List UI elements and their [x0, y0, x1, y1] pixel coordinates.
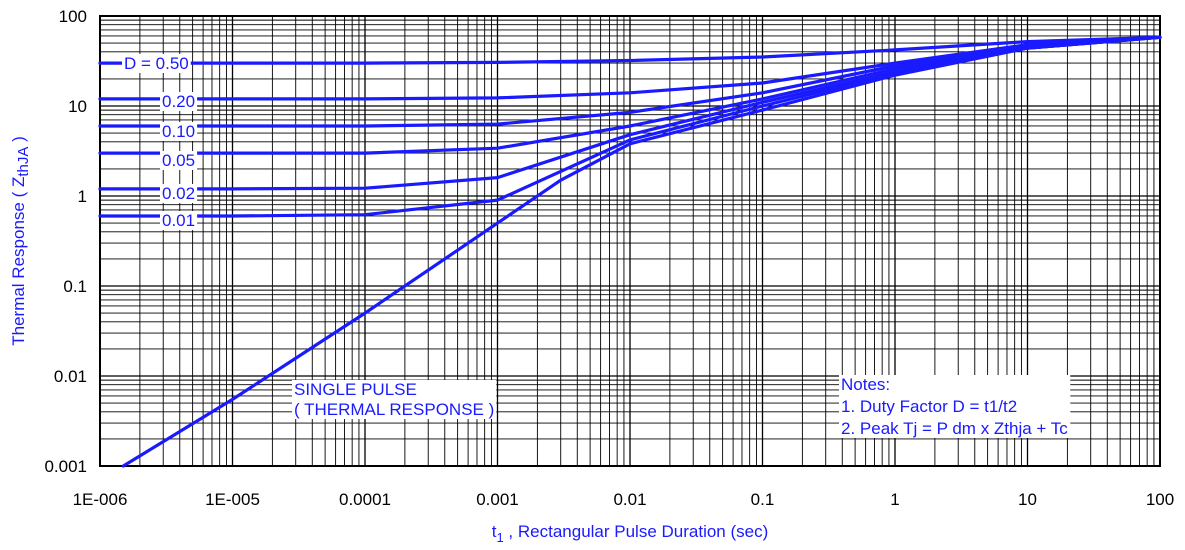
label-background [839, 375, 1071, 438]
curve-label: 0.10 [160, 122, 198, 141]
curve-label: 0.01 [160, 211, 198, 230]
y-tick-labels: 100 10 1 0.1 0.01 0.001 [44, 7, 87, 476]
label-line: 1. Duty Factor D = t1/t2 [841, 397, 1017, 416]
curve-label-text: 0.10 [162, 122, 195, 141]
label-line: 0.20 [162, 92, 195, 111]
label-line: 0.10 [162, 122, 195, 141]
series-line [98, 35, 1162, 65]
x-axis-title: t1 , Rectangular Pulse Duration (sec) [492, 522, 769, 545]
curve-label-text: 0.01 [162, 211, 195, 230]
label-line: 2. Peak Tj = P dm x Zthja + Tc [841, 419, 1068, 438]
label-line: SINGLE PULSE [294, 380, 417, 399]
x-tick-label: 1E-005 [205, 490, 260, 509]
x-tick-label: 0.1 [751, 490, 775, 509]
label-background [160, 92, 198, 111]
label-background [292, 380, 497, 419]
curves [98, 35, 1162, 468]
y-tick-label: 0.1 [63, 277, 87, 296]
label-background [122, 54, 191, 73]
label-line: D = 0.50 [124, 54, 189, 73]
label-line: 0.01 [162, 211, 195, 230]
x-tick-labels: 1E-006 1E-005 0.0001 0.001 0.01 0.1 1 10 100 [73, 490, 1175, 509]
y-tick-label: 1 [78, 187, 87, 206]
curve-label: 0.05 [160, 151, 198, 170]
y-axis-title: Thermal Response ( ZthJA ) [9, 136, 32, 346]
label-background [160, 211, 198, 230]
x-tick-label: 0.001 [476, 490, 519, 509]
x-tick-label: 0.01 [613, 490, 646, 509]
series-line [98, 35, 1162, 155]
label-line: 0.05 [162, 151, 195, 170]
label-line: Notes: [841, 375, 890, 394]
y-tick-label: 100 [59, 7, 87, 26]
label-line: 0.02 [162, 184, 195, 203]
notes-annotation: Notes: 1. Duty Factor D = t1/t2 2. Peak Tj… [839, 375, 1071, 438]
curve-label: 0.20 [160, 92, 198, 111]
x-tick-label: 1 [890, 490, 899, 509]
y-tick-label: 0.001 [44, 457, 87, 476]
curve-labels: D = 0.50 0.20 0.10 0.05 0.02 0.01 SINGLE PULSE… [122, 54, 1071, 438]
single-pulse-annotation-text: SINGLE PULSE( THERMAL RESPONSE ) [294, 380, 494, 419]
label-background [160, 151, 198, 170]
x-tick-label: 100 [1146, 490, 1174, 509]
curve-label-text: 0.20 [162, 92, 195, 111]
y-tick-label: 0.01 [54, 367, 87, 386]
y-tick-label: 10 [68, 97, 87, 116]
curve-label: 0.02 [160, 184, 198, 203]
single-pulse-annotation: SINGLE PULSE( THERMAL RESPONSE ) [292, 380, 497, 419]
plot-frame [99, 15, 1161, 467]
label-background [160, 122, 198, 141]
curve-label-text: 0.05 [162, 151, 195, 170]
series-line [98, 35, 1162, 101]
curve-label-text: 0.02 [162, 184, 195, 203]
x-tick-label: 0.0001 [339, 490, 391, 509]
curve-label: D = 0.50 [122, 54, 191, 73]
label-background [160, 184, 198, 203]
notes-annotation-text: Notes: 1. Duty Factor D = t1/t2 2. Peak Tj… [841, 375, 1068, 438]
series-line [121, 35, 1162, 468]
curve-label-text: D = 0.50 [124, 54, 189, 73]
x-tick-label: 10 [1018, 490, 1037, 509]
label-line: ( THERMAL RESPONSE ) [294, 400, 494, 419]
x-tick-label: 1E-006 [73, 490, 128, 509]
